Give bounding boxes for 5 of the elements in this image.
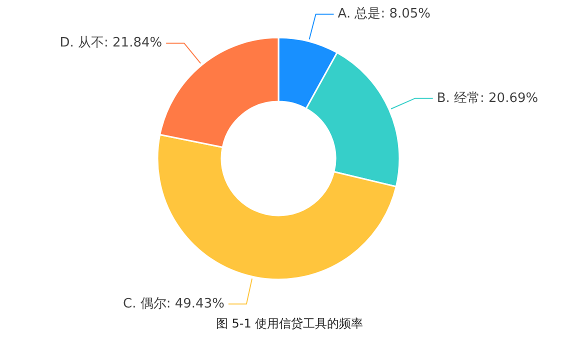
slice-label: A. 总是: 8.05% [338,6,431,22]
slice-label: B. 经常: 20.69% [436,90,538,106]
slice-label: D. 从不: 21.84% [60,36,162,51]
text: 图 5-1 使用信贷工具的频率 [216,316,364,330]
slice-label: C. 偶尔: 49.43% [123,296,224,312]
